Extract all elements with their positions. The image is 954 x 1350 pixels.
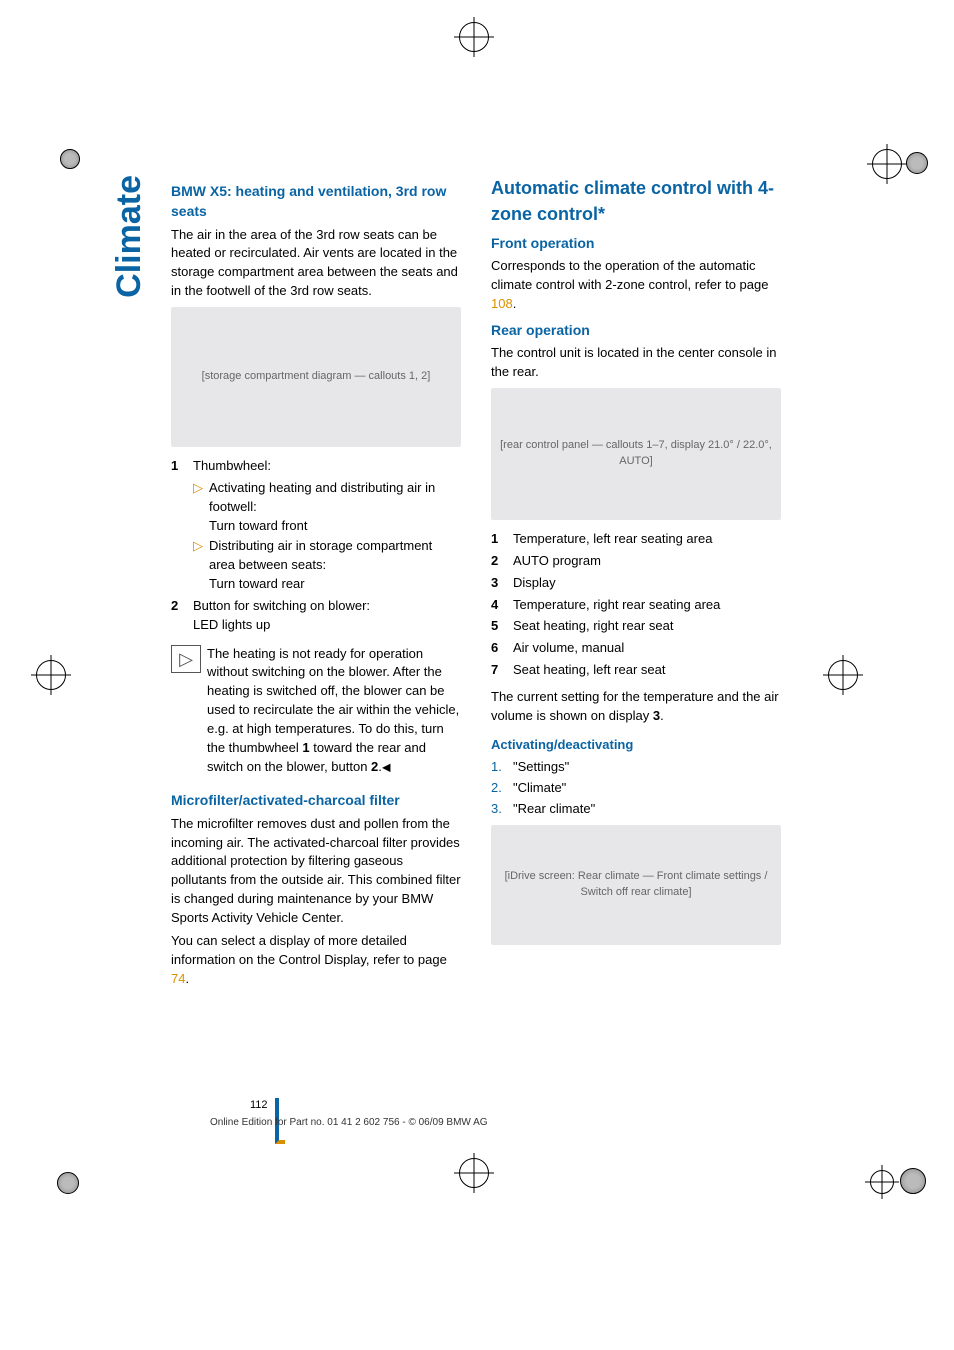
- print-mark: [57, 1172, 79, 1194]
- triangle-bullet-icon: ▷: [193, 479, 209, 536]
- print-mark: [60, 149, 80, 169]
- callout-text: Air volume, manual: [513, 639, 624, 658]
- print-mark: [870, 1170, 894, 1194]
- list-item-2: 2 Button for switching on blower: LED li…: [171, 597, 461, 635]
- microfilter-p2: You can select a display of more detaile…: [171, 932, 461, 989]
- page-body: BMW X5: heating and ventilation, 3rd row…: [105, 175, 825, 992]
- text: .: [185, 971, 189, 986]
- list-num: 1: [171, 457, 193, 476]
- step-text: "Rear climate": [513, 800, 595, 819]
- callout-text: Temperature, left rear seating area: [513, 530, 712, 549]
- right-column: Automatic climate control with 4-zone co…: [491, 175, 781, 992]
- step-num: 3.: [491, 800, 513, 819]
- sublist-text: Activating heating and distributing air …: [209, 479, 461, 536]
- text: Corresponds to the operation of the auto…: [491, 258, 768, 292]
- print-mark: [459, 1158, 489, 1188]
- step-text: "Settings": [513, 758, 569, 777]
- current-setting-text: The current setting for the temperature …: [491, 688, 781, 726]
- callout-num: 5: [491, 617, 513, 636]
- left-column: BMW X5: heating and ventilation, 3rd row…: [171, 175, 461, 992]
- callout-item: 7Seat heating, left rear seat: [491, 661, 781, 680]
- text: .: [660, 708, 664, 723]
- callout-item: 5Seat heating, right rear seat: [491, 617, 781, 636]
- callout-text: Temperature, right rear seating area: [513, 596, 720, 615]
- print-mark: [459, 22, 489, 52]
- front-op-text: Corresponds to the operation of the auto…: [491, 257, 781, 314]
- figure-idrive-screen: [iDrive screen: Rear climate — Front cli…: [491, 825, 781, 945]
- heading-activating: Activating/deactivating: [491, 736, 781, 755]
- sublist-item: ▷ Distributing air in storage compartmen…: [193, 537, 461, 594]
- sublist-text: Distributing air in storage compartment …: [209, 537, 461, 594]
- callout-item: 1Temperature, left rear seating area: [491, 530, 781, 549]
- end-mark-icon: ▶: [382, 759, 390, 775]
- heading-microfilter: Microfilter/activated-charcoal filter: [171, 790, 461, 810]
- heading-front-op: Front operation: [491, 233, 781, 253]
- list-text: Button for switching on blower: LED ligh…: [193, 597, 370, 635]
- callout-item: 3Display: [491, 574, 781, 593]
- print-mark: [36, 660, 66, 690]
- footer-text: Online Edition for Part no. 01 41 2 602 …: [210, 1116, 488, 1131]
- list-num: 2: [171, 597, 193, 635]
- note-span: The heating is not ready for operation w…: [207, 646, 459, 755]
- callout-item: 2AUTO program: [491, 552, 781, 571]
- bold-ref: 3: [653, 708, 660, 723]
- page-link-108[interactable]: 108: [491, 296, 513, 311]
- list-item-1: 1 Thumbwheel:: [171, 457, 461, 476]
- callout-num: 7: [491, 661, 513, 680]
- microfilter-p1: The microfilter removes dust and pollen …: [171, 815, 461, 928]
- sublist-item: ▷ Activating heating and distributing ai…: [193, 479, 461, 536]
- callout-text: Seat heating, right rear seat: [513, 617, 673, 636]
- print-mark: [872, 149, 902, 179]
- callout-num: 6: [491, 639, 513, 658]
- x5-intro: The air in the area of the 3rd row seats…: [171, 226, 461, 301]
- callout-num: 3: [491, 574, 513, 593]
- step-item: 3."Rear climate": [491, 800, 781, 819]
- step-text: "Climate": [513, 779, 566, 798]
- callout-text: Display: [513, 574, 556, 593]
- rear-intro: The control unit is located in the cente…: [491, 344, 781, 382]
- figure-rear-panel: [rear control panel — callouts 1–7, disp…: [491, 388, 781, 520]
- print-mark: [900, 1168, 926, 1194]
- callout-item: 6Air volume, manual: [491, 639, 781, 658]
- heading-x5: BMW X5: heating and ventilation, 3rd row…: [171, 181, 461, 222]
- step-item: 2."Climate": [491, 779, 781, 798]
- print-mark: [828, 660, 858, 690]
- heading-rear-op: Rear operation: [491, 320, 781, 340]
- triangle-bullet-icon: ▷: [193, 537, 209, 594]
- step-num: 1.: [491, 758, 513, 777]
- callout-num: 1: [491, 530, 513, 549]
- text: The current setting for the temperature …: [491, 689, 779, 723]
- note-bold: 1: [302, 740, 309, 755]
- step-num: 2.: [491, 779, 513, 798]
- page-link-74[interactable]: 74: [171, 971, 185, 986]
- note-triangle-icon: ▷: [171, 645, 201, 673]
- print-mark: [906, 152, 928, 174]
- callout-num: 4: [491, 596, 513, 615]
- note-box: ▷ The heating is not ready for operation…: [171, 645, 461, 777]
- callout-text: Seat heating, left rear seat: [513, 661, 665, 680]
- text: .: [513, 296, 517, 311]
- callout-num: 2: [491, 552, 513, 571]
- callout-text: AUTO program: [513, 552, 601, 571]
- figure-storage-compartment: [storage compartment diagram — callouts …: [171, 307, 461, 447]
- list-text: Thumbwheel:: [193, 457, 271, 476]
- callout-item: 4Temperature, right rear seating area: [491, 596, 781, 615]
- text: You can select a display of more detaile…: [171, 933, 447, 967]
- heading-auto-climate: Automatic climate control with 4-zone co…: [491, 175, 781, 227]
- page-number: 112: [250, 1098, 268, 1114]
- note-text: The heating is not ready for operation w…: [207, 645, 461, 777]
- step-item: 1."Settings": [491, 758, 781, 777]
